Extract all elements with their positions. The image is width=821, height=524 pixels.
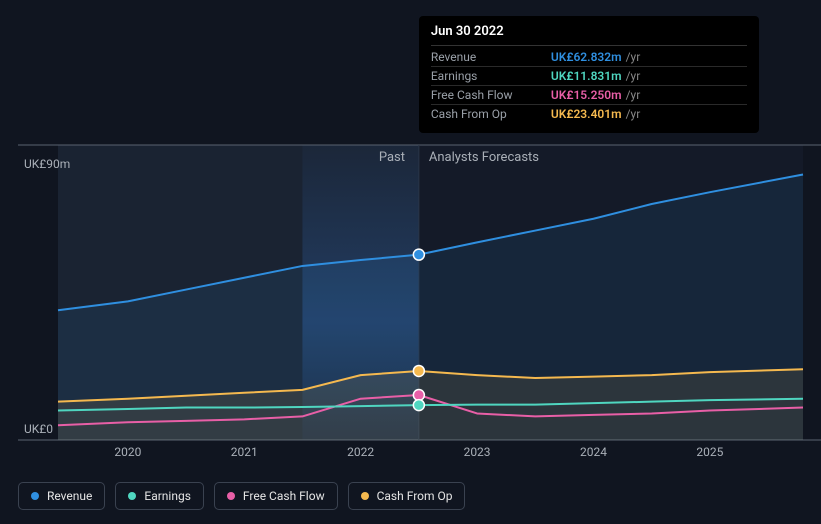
tooltip-unit: /yr — [626, 88, 641, 102]
marker-revenue — [413, 249, 424, 260]
x-tick: 2023 — [464, 445, 491, 459]
legend-item-earnings[interactable]: Earnings — [115, 482, 204, 510]
tooltip-value: UK£11.831m — [551, 69, 622, 83]
y-label: UK£90m — [24, 157, 70, 171]
tooltip-row: Cash From OpUK£23.401m/yr — [431, 105, 747, 123]
tooltip-value: UK£15.250m — [551, 88, 622, 102]
tooltip-label: Free Cash Flow — [431, 88, 551, 102]
tooltip-label: Earnings — [431, 69, 551, 83]
past-label: Past — [379, 150, 405, 165]
marker-earnings — [413, 400, 424, 411]
legend-label: Cash From Op — [377, 489, 453, 503]
tooltip-unit: /yr — [626, 107, 641, 121]
tooltip-row: EarningsUK£11.831m/yr — [431, 67, 747, 86]
legend-label: Free Cash Flow — [243, 489, 325, 503]
tooltip-value: UK£23.401m — [551, 107, 622, 121]
legend-dot-icon — [227, 492, 235, 500]
legend-dot-icon — [361, 492, 369, 500]
legend-dot-icon — [128, 492, 136, 500]
x-tick: 2024 — [580, 445, 607, 459]
legend-label: Revenue — [47, 489, 92, 503]
x-tick: 2025 — [696, 445, 723, 459]
tooltip-date: Jun 30 2022 — [431, 24, 747, 46]
tooltip-unit: /yr — [626, 50, 641, 64]
legend-label: Earnings — [144, 489, 191, 503]
x-axis-ticks: 2020 2021 2022 2023 2024 2025 — [18, 445, 803, 465]
y-label: UK£0 — [24, 422, 53, 436]
tooltip-label: Cash From Op — [431, 107, 551, 121]
tooltip-value: UK£62.832m — [551, 50, 622, 64]
marker-cash_from_op — [413, 365, 424, 376]
legend-item-free_cash_flow[interactable]: Free Cash Flow — [214, 482, 338, 510]
x-tick: 2021 — [231, 445, 258, 459]
forecast-label: Analysts Forecasts — [429, 150, 539, 165]
legend-item-cash_from_op[interactable]: Cash From Op — [348, 482, 466, 510]
tooltip-row: RevenueUK£62.832m/yr — [431, 48, 747, 67]
legend-item-revenue[interactable]: Revenue — [18, 482, 105, 510]
tooltip-unit: /yr — [626, 69, 641, 83]
x-tick: 2020 — [114, 445, 141, 459]
tooltip-row: Free Cash FlowUK£15.250m/yr — [431, 86, 747, 105]
financial-chart: UK£0UK£90m Past Analysts Forecasts 20202… — [18, 0, 803, 524]
chart-tooltip: Jun 30 2022 RevenueUK£62.832m/yrEarnings… — [419, 16, 759, 133]
legend-dot-icon — [31, 492, 39, 500]
x-tick: 2022 — [347, 445, 374, 459]
tooltip-label: Revenue — [431, 50, 551, 64]
chart-legend: Revenue Earnings Free Cash Flow Cash From O… — [18, 482, 465, 510]
